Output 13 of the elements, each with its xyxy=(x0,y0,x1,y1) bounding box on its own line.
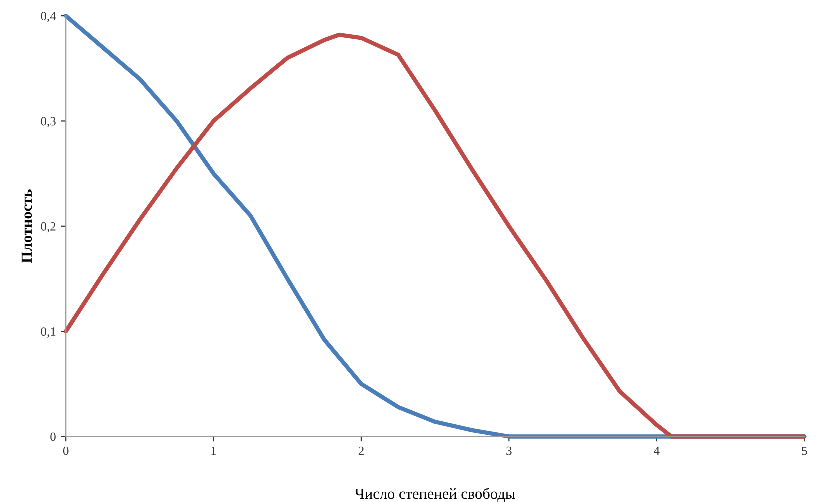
x-axis-title: Число степеней свободы xyxy=(355,488,516,502)
x-tick-label: 5 xyxy=(802,446,808,456)
y-axis-title: Плотность xyxy=(22,190,32,264)
x-tick-label: 2 xyxy=(358,446,364,456)
y-tick-label: 0 xyxy=(50,432,56,442)
y-tick-label: 0,2 xyxy=(41,222,56,233)
x-tick-label: 3 xyxy=(506,446,512,456)
x-tick-label: 4 xyxy=(654,446,660,456)
x-tick-label: 0 xyxy=(63,446,69,456)
y-tick-label: 0,1 xyxy=(41,328,56,338)
y-tick-label: 0,4 xyxy=(41,12,56,22)
x-tick-label: 1 xyxy=(212,446,216,456)
y-tick-label: 0,3 xyxy=(41,117,56,128)
